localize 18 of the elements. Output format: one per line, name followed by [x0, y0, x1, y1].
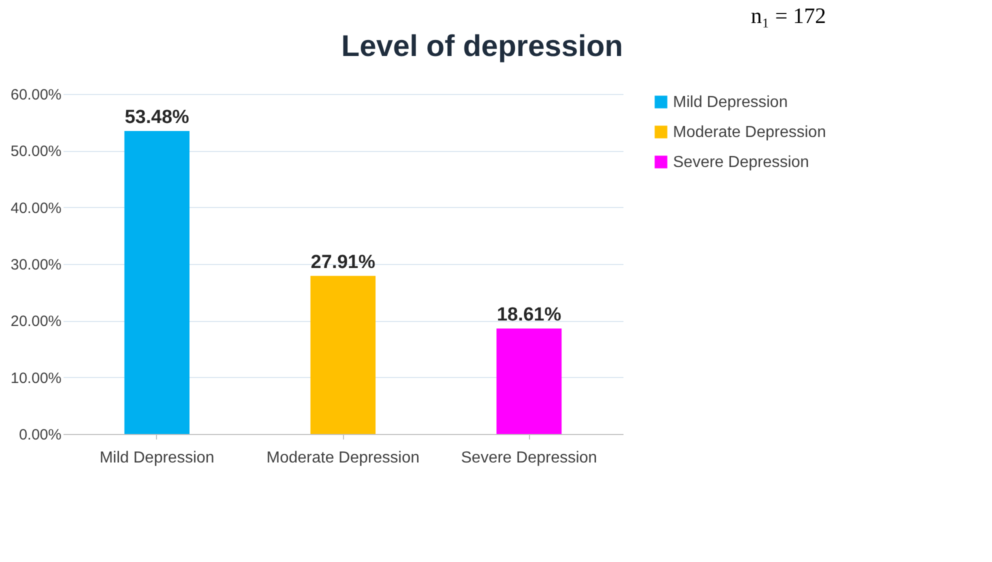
- chart-title: Level of depression: [341, 30, 623, 63]
- y-tick-label: 20.00%: [10, 313, 62, 330]
- data-label: 53.48%: [124, 106, 190, 128]
- y-tick-label: 0.00%: [18, 426, 62, 444]
- y-tick-label: 40.00%: [10, 200, 62, 217]
- x-tick-label: Moderate Depression: [266, 450, 420, 466]
- x-tick-label: Severe Depression: [461, 450, 598, 466]
- legend-label: Severe Depression: [673, 154, 810, 171]
- x-tick-label: Mild Depression: [100, 450, 214, 466]
- legend-label: Mild Depression: [673, 94, 788, 111]
- y-tick-label: 50.00%: [10, 143, 62, 160]
- data-label: 27.91%: [310, 252, 376, 273]
- legend-label: Moderate Depression: [673, 124, 826, 141]
- data-label: 18.61%: [496, 304, 562, 326]
- y-tick-label: 30.00%: [10, 256, 62, 274]
- y-tick-label: 60.00%: [10, 86, 62, 104]
- y-tick-label: 10.00%: [10, 370, 62, 387]
- text: n₁ = 172: [750, 3, 826, 28]
